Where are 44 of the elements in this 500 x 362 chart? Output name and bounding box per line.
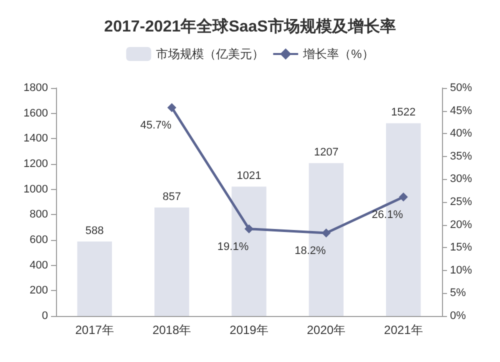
data-label: 45.7%	[140, 120, 172, 132]
x-tick-label: 2021年	[384, 323, 423, 337]
y2-tick-label: 25%	[450, 196, 472, 208]
y-tick-label: 1000	[24, 183, 48, 196]
y2-tick-label: 10%	[450, 264, 472, 276]
data-label: 18.2%	[294, 245, 326, 258]
y-tick-label: 400	[30, 259, 48, 272]
bar	[154, 207, 190, 316]
y-tick-label: 1400	[24, 132, 48, 145]
data-label: 1522	[391, 106, 416, 119]
x-tick-label: 2019年	[230, 323, 268, 337]
data-label: 857	[162, 190, 181, 203]
x-tick-label: 2018年	[152, 323, 192, 337]
point	[244, 224, 254, 234]
y-tick-label: 1600	[24, 107, 48, 120]
y-tick-label: 600	[30, 234, 48, 246]
y-tick-label: 800	[30, 208, 48, 221]
y2-tick-label: 5%	[450, 287, 466, 300]
y2-tick-label: 35%	[450, 150, 472, 162]
legend-label: 增长率（%）	[302, 47, 374, 61]
data-label: 26.1%	[372, 208, 404, 221]
y2-tick-label: 50%	[450, 82, 472, 94]
y-tick-label: 200	[30, 284, 48, 297]
y2-tick-label: 20%	[450, 218, 472, 231]
y2-tick-label: 45%	[450, 104, 472, 117]
point	[398, 192, 408, 202]
y-tick-label: 0	[42, 310, 48, 322]
bar	[77, 242, 112, 316]
x-tick-label: 2020年	[306, 323, 346, 337]
point	[167, 103, 176, 112]
data-label: 19.1%	[217, 240, 249, 253]
y2-tick-label: 40%	[450, 128, 472, 140]
y2-tick-label: 15%	[450, 242, 472, 254]
data-label: 1021	[236, 170, 262, 182]
legend-label: 市场规模（亿美元）	[156, 47, 264, 61]
y2-tick-label: 0%	[450, 310, 466, 322]
chart-title: 2017-2021年全球SaaS市场规模及增长率	[104, 16, 396, 36]
y-tick-label: 1800	[24, 82, 48, 94]
data-label: 588	[85, 225, 104, 238]
point	[322, 228, 331, 238]
y-tick-label: 1200	[24, 158, 48, 170]
x-tick-label: 2017年	[75, 323, 114, 337]
data-label: 1207	[314, 146, 338, 159]
y2-tick-label: 30%	[450, 173, 472, 186]
